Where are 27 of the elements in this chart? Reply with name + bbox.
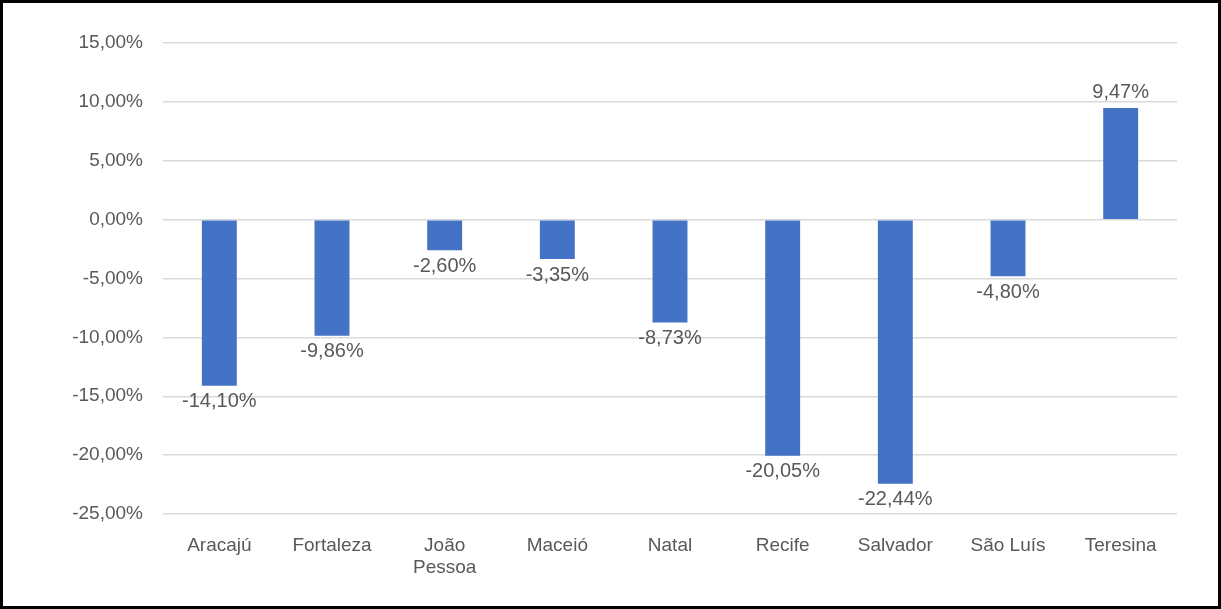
x-tick-label: Natal [647,533,693,555]
y-tick-label: -5,00% [82,266,144,288]
y-tick-label: 10,00% [78,90,144,112]
data-label: -8,73% [638,325,702,348]
y-tick-label: -10,00% [72,325,144,347]
data-label: -2,60% [412,253,477,276]
data-label: -4,80% [976,279,1040,302]
x-tick-label: Salvador [857,533,934,555]
data-label: -20,05% [745,459,821,482]
data-label: -9,86% [300,339,364,362]
y-tick-label: 5,00% [89,148,144,170]
x-tick-label: Teresina [1084,533,1157,555]
data-label: 9,47% [1092,79,1150,102]
x-tick-label: Recife [755,533,810,555]
y-tick-label: 15,00% [78,31,144,53]
x-tick-label: Maceió [526,533,588,555]
x-tick-label: João Pessoa [412,533,477,578]
x-tick-label: São Luís [970,533,1046,555]
y-tick-label: -20,00% [72,443,144,465]
x-tick-label: Fortaleza [292,533,373,555]
data-label: -22,44% [858,487,933,510]
data-label: -14,10% [182,389,257,412]
y-tick-label: -25,00% [72,502,144,524]
data-label: -3,35% [525,262,590,285]
y-tick-label: -15,00% [72,384,144,406]
x-tick-label: Aracajú [187,533,252,555]
y-tick-label: 0,00% [89,207,144,229]
